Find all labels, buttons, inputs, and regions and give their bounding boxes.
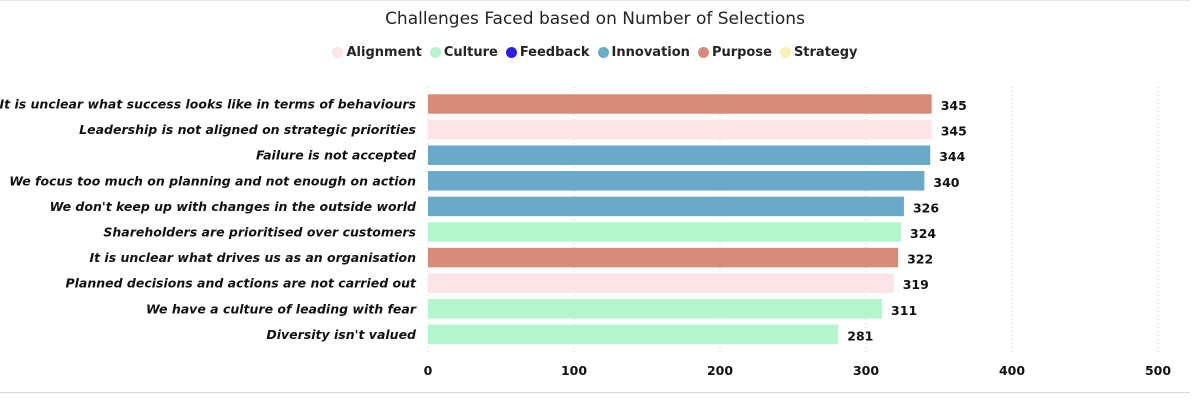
data-label: 326 (913, 200, 939, 215)
category-label: Shareholders are prioritised over custom… (103, 225, 416, 240)
legend-swatch-innovation (597, 47, 609, 58)
data-label: 345 (941, 124, 967, 139)
category-label: It is unclear what drives us as an organ… (89, 250, 416, 265)
legend-swatch-purpose (697, 47, 709, 58)
category-label: It is unclear what success looks like in… (0, 97, 416, 112)
bar[interactable] (428, 171, 925, 191)
legend-label: Purpose (711, 45, 772, 60)
data-label: 324 (910, 226, 936, 241)
bar-chart-plot: It is unclear what success looks like in… (0, 87, 1171, 378)
legend-item-culture[interactable]: Culture (429, 45, 498, 60)
category-label: We have a culture of leading with fear (146, 301, 417, 316)
bar[interactable] (428, 145, 931, 165)
chart-title: Challenges Faced based on Number of Sele… (385, 9, 805, 29)
bar[interactable] (428, 119, 932, 140)
legend-swatch-culture (429, 47, 441, 58)
legend-label: Strategy (793, 45, 858, 60)
legend-label: Feedback (519, 45, 590, 60)
chart-frame: Challenges Faced based on Number of Sele… (0, 0, 1190, 393)
category-label: We focus too much on planning and not en… (9, 173, 416, 188)
bar[interactable] (428, 299, 883, 319)
legend-swatch-alignment (332, 47, 344, 58)
data-label: 281 (847, 328, 873, 343)
legend-label: Alignment (346, 45, 422, 60)
data-label: 322 (907, 252, 933, 267)
data-label: 344 (939, 149, 965, 164)
data-label: 319 (903, 277, 929, 292)
chart-legend: Alignment Culture Feedback Innovation Purpos… (0, 45, 1190, 60)
x-tick-label: 100 (561, 363, 587, 378)
legend-item-purpose[interactable]: Purpose (697, 45, 772, 60)
data-label: 311 (891, 303, 917, 318)
x-tick-label: 0 (424, 363, 433, 378)
legend-swatch-strategy (779, 47, 791, 58)
category-label: We don't keep up with changes in the out… (50, 199, 417, 214)
category-label: Diversity isn't valued (266, 327, 417, 342)
legend-item-feedback[interactable]: Feedback (505, 45, 590, 60)
bar[interactable] (428, 324, 839, 345)
x-tick-label: 300 (853, 363, 879, 378)
bar[interactable] (428, 94, 932, 114)
legend-item-strategy[interactable]: Strategy (779, 45, 858, 60)
category-label: Failure is not accepted (256, 148, 417, 163)
legend-label: Culture (443, 45, 498, 60)
bar[interactable] (428, 222, 902, 242)
data-label: 345 (941, 98, 967, 113)
category-label: Planned decisions and actions are not ca… (65, 276, 417, 291)
x-tick-label: 500 (1145, 363, 1171, 378)
bar[interactable] (428, 247, 899, 268)
legend-label: Innovation (611, 45, 690, 60)
legend-swatch-feedback (505, 47, 517, 58)
legend-item-alignment[interactable]: Alignment (332, 45, 422, 60)
bar[interactable] (428, 273, 894, 293)
bar[interactable] (428, 196, 904, 217)
data-label: 340 (933, 175, 959, 190)
x-tick-label: 400 (999, 363, 1025, 378)
legend-item-innovation[interactable]: Innovation (597, 45, 690, 60)
category-label: Leadership is not aligned on strategic p… (79, 122, 416, 137)
x-tick-label: 200 (707, 363, 733, 378)
